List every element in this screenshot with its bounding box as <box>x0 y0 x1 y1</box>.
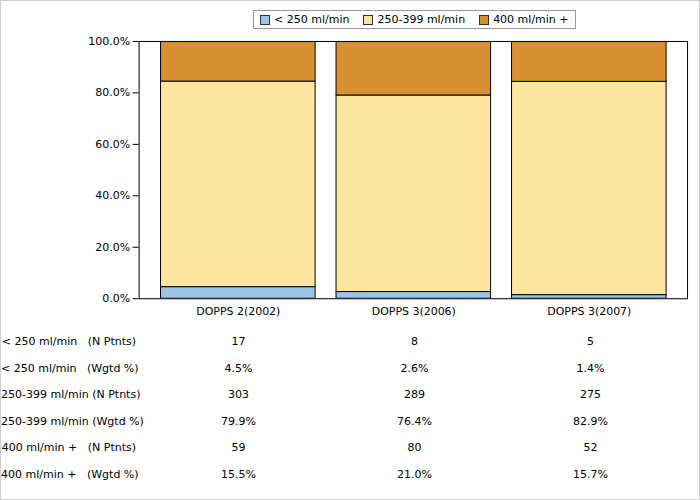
svg-text:60.0%: 60.0% <box>95 138 130 151</box>
html-text:80: 80 <box>407 441 422 455</box>
html-text:21.0%: 21.0% <box>397 468 432 481</box>
html-text:59: 59 <box>231 441 246 455</box>
html-text:< 250 ml/min (N Ptnts): < 250 ml/min (N Ptnts) <box>1 335 136 348</box>
html-text:250-399 ml/min (N Ptnts): 250-399 ml/min (N Ptnts) <box>1 388 141 402</box>
html-text:< 250 ml/min: < 250 ml/min <box>274 13 350 26</box>
html-text:2.6%: 2.6% <box>400 361 429 375</box>
html-text:< 250 ml/min (Wgtd %): < 250 ml/min (Wgtd %) <box>1 361 139 375</box>
html-text:275: 275 <box>580 388 601 402</box>
html-text:400 ml/min +: 400 ml/min + <box>493 13 569 26</box>
html-text:79.9%: 79.9% <box>221 414 256 428</box>
html-text:250-399 ml/min (Wgtd %): 250-399 ml/min (Wgtd %) <box>1 414 144 428</box>
html-text:289: 289 <box>404 388 425 402</box>
svg-text:DOPPS 2(2002): DOPPS 2(2002) <box>196 305 280 318</box>
html-text:1.4%: 1.4% <box>576 361 605 375</box>
html-text:5: 5 <box>587 335 594 348</box>
html-text:76.4%: 76.4% <box>397 414 432 428</box>
html-text:82.9%: 82.9% <box>573 414 608 428</box>
svg-text:0.0%: 0.0% <box>102 292 130 305</box>
html-text:250-399 ml/min: 250-399 ml/min <box>377 13 466 26</box>
html-text:15.7%: 15.7% <box>573 468 608 481</box>
html-text:4.5%: 4.5% <box>224 361 253 375</box>
svg-text:DOPPS 3(2007): DOPPS 3(2007) <box>547 305 631 318</box>
html-text:17: 17 <box>231 335 246 348</box>
svg-text:80.0%: 80.0% <box>95 86 130 99</box>
html-text:8: 8 <box>411 335 418 348</box>
html-text:15.5%: 15.5% <box>221 468 256 481</box>
html-text:303: 303 <box>228 388 249 402</box>
svg-text:40.0%: 40.0% <box>95 189 130 202</box>
svg-text:100.0%: 100.0% <box>88 35 130 48</box>
html-text:52: 52 <box>583 441 598 455</box>
svg-text:20.0%: 20.0% <box>95 241 130 254</box>
html-text:400 ml/min + (Wgtd %): 400 ml/min + (Wgtd %) <box>1 468 139 481</box>
svg-text:DOPPS 3(2006): DOPPS 3(2006) <box>372 305 456 318</box>
html-text:400 ml/min + (N Ptnts): 400 ml/min + (N Ptnts) <box>1 441 136 455</box>
